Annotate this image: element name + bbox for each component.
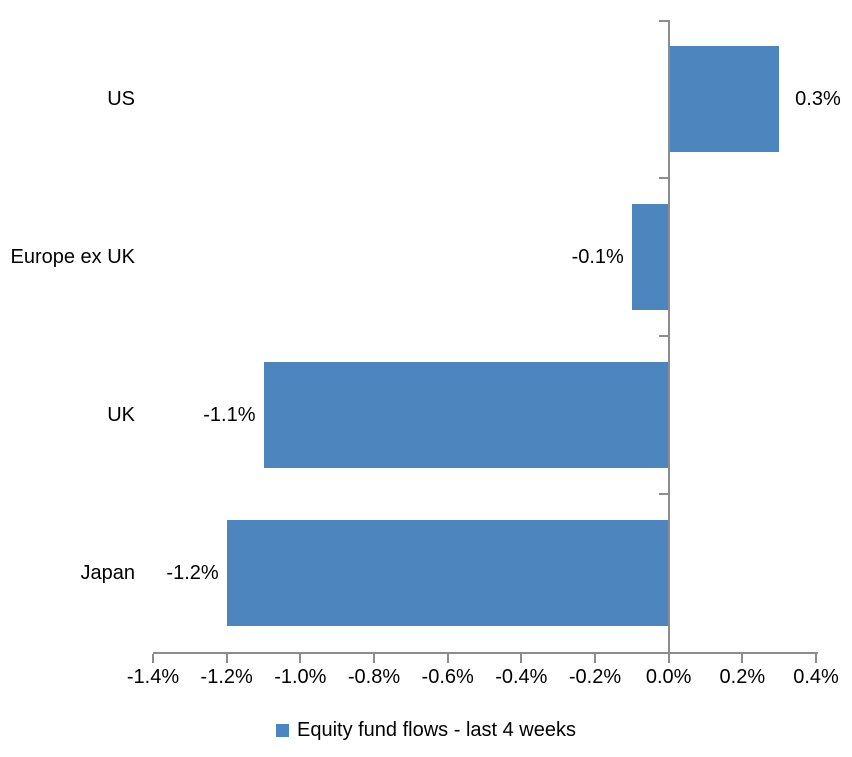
x-axis-tick [594,654,596,663]
category-label-uk: UK [107,404,135,426]
data-label-uk: -1.1% [203,404,256,426]
data-label-us: 0.3% [795,88,841,110]
bar-us [668,46,780,152]
x-axis-tick-label: -0.2% [568,666,622,688]
category-label-japan: Japan [80,562,136,584]
x-axis-tick-label: -1.2% [200,666,253,688]
y-axis-tick [658,177,668,179]
x-axis-tick-label: -0.8% [347,666,401,688]
x-axis-tick-label: 0.0% [645,666,692,688]
legend-label: Equity fund flows - last 4 weeks [296,719,576,741]
x-axis-tick-label: 0.4% [793,666,839,688]
bar-uk [263,362,669,468]
data-label-europe-ex-uk: -0.1% [571,246,624,268]
bar-europe-ex-uk [631,204,669,310]
x-axis-tick-label: -0.4% [495,666,548,688]
x-axis-tick [446,654,449,663]
x-axis-tick-label: -1.4% [126,666,180,688]
x-axis-tick [815,654,817,663]
data-label-japan: -1.2% [166,562,219,584]
y-axis-line [667,20,670,652]
x-axis-tick-label: -0.6% [421,666,474,688]
x-axis-line [153,652,818,654]
legend-swatch-icon [275,723,289,737]
chart-legend: Equity fund flows - last 4 weeks [0,716,852,744]
y-axis-tick [658,493,668,495]
x-axis-tick [225,654,228,663]
x-axis-tick [299,654,302,663]
category-label-us: US [107,88,135,110]
x-axis-tick [152,654,154,663]
y-axis-tick [658,20,668,22]
x-axis-tick-label: -1.0% [274,666,327,688]
x-axis-tick [373,654,375,663]
x-axis-tick [520,654,523,663]
x-axis-tick [741,654,744,663]
y-axis-tick [658,335,668,337]
x-axis-tick-label: 0.2% [719,666,766,688]
category-label-europe-ex-uk: Europe ex UK [10,246,135,268]
x-axis-tick [667,654,670,663]
bar-japan [226,520,669,626]
